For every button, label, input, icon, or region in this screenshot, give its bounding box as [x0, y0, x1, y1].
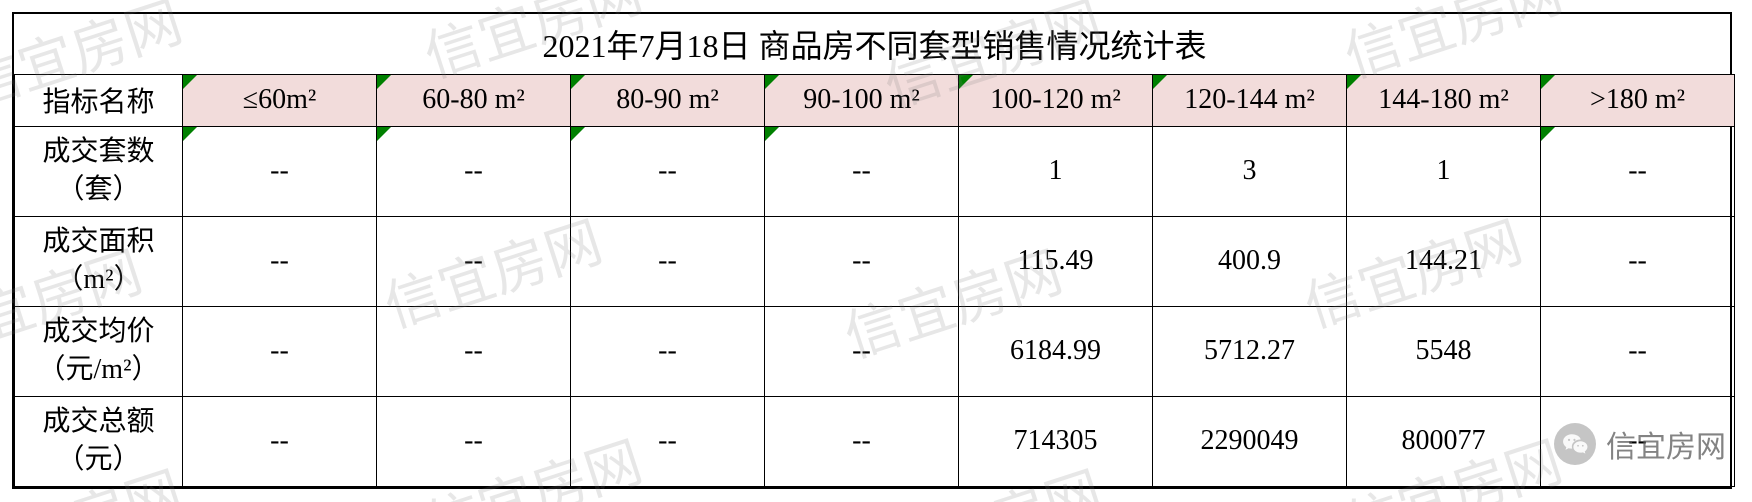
- cell: --: [571, 396, 765, 486]
- cell: --: [571, 306, 765, 396]
- cell: --: [377, 126, 571, 216]
- header-indicator-name: 指标名称: [15, 74, 183, 126]
- cell: 6184.99: [959, 306, 1153, 396]
- cell: --: [183, 396, 377, 486]
- cell: --: [183, 306, 377, 396]
- cell: --: [571, 216, 765, 306]
- cell: --: [571, 126, 765, 216]
- cell: 1: [1347, 126, 1541, 216]
- cell: 5712.27: [1153, 306, 1347, 396]
- cell: --: [765, 216, 959, 306]
- table-title: 2021年7月18日 商品房不同套型销售情况统计表: [15, 14, 1735, 74]
- cell: --: [377, 396, 571, 486]
- cell: --: [377, 216, 571, 306]
- header-row: 指标名称 ≤60m² 60-80 m² 80-90 m² 90-100 m² 1…: [15, 74, 1735, 126]
- header-col-6: 144-180 m²: [1347, 74, 1541, 126]
- cell: --: [1541, 396, 1735, 486]
- cell: 400.9: [1153, 216, 1347, 306]
- table-row: 成交总额 （元） -- -- -- -- 714305 2290049 8000…: [15, 396, 1735, 486]
- cell: 1: [959, 126, 1153, 216]
- table-row: 成交面积 （m²） -- -- -- -- 115.49 400.9 144.2…: [15, 216, 1735, 306]
- cell: --: [1541, 126, 1735, 216]
- header-col-5: 120-144 m²: [1153, 74, 1347, 126]
- header-col-0: ≤60m²: [183, 74, 377, 126]
- header-col-7: >180 m²: [1541, 74, 1735, 126]
- cell: 5548: [1347, 306, 1541, 396]
- header-col-3: 90-100 m²: [765, 74, 959, 126]
- header-col-2: 80-90 m²: [571, 74, 765, 126]
- sales-table-container: 2021年7月18日 商品房不同套型销售情况统计表 指标名称 ≤60m² 60-…: [12, 12, 1732, 489]
- cell: --: [765, 396, 959, 486]
- cell: 714305: [959, 396, 1153, 486]
- cell: --: [1541, 216, 1735, 306]
- cell: --: [765, 126, 959, 216]
- row-label-2: 成交均价 （元/m²）: [15, 306, 183, 396]
- header-col-1: 60-80 m²: [377, 74, 571, 126]
- cell: 2290049: [1153, 396, 1347, 486]
- cell: 3: [1153, 126, 1347, 216]
- cell: 144.21: [1347, 216, 1541, 306]
- table-row: 成交均价 （元/m²） -- -- -- -- 6184.99 5712.27 …: [15, 306, 1735, 396]
- cell: 115.49: [959, 216, 1153, 306]
- cell: --: [183, 126, 377, 216]
- cell: --: [183, 216, 377, 306]
- cell: --: [765, 306, 959, 396]
- cell: 800077: [1347, 396, 1541, 486]
- sales-table: 2021年7月18日 商品房不同套型销售情况统计表 指标名称 ≤60m² 60-…: [14, 14, 1735, 487]
- table-row: 成交套数 （套） -- -- -- -- 1 3 1 --: [15, 126, 1735, 216]
- row-label-1: 成交面积 （m²）: [15, 216, 183, 306]
- row-label-0: 成交套数 （套）: [15, 126, 183, 216]
- row-label-3: 成交总额 （元）: [15, 396, 183, 486]
- cell: --: [377, 306, 571, 396]
- title-row: 2021年7月18日 商品房不同套型销售情况统计表: [15, 14, 1735, 74]
- cell: --: [1541, 306, 1735, 396]
- header-col-4: 100-120 m²: [959, 74, 1153, 126]
